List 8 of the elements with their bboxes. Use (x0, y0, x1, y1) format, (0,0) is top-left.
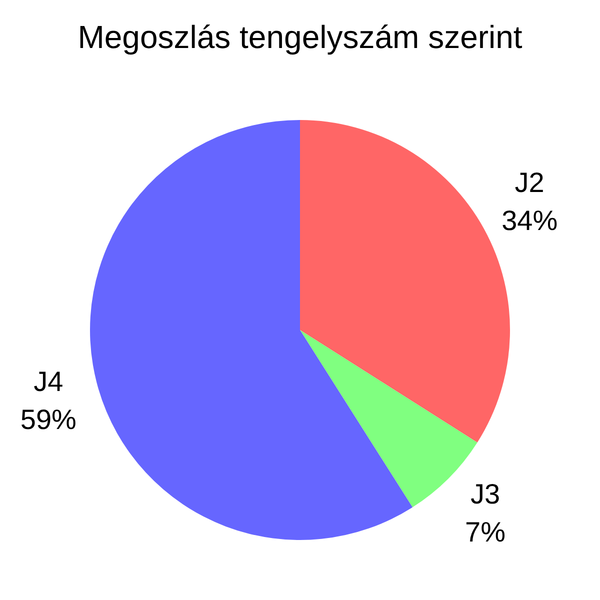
data-label: 34% (502, 204, 558, 236)
data-label: 7% (465, 516, 506, 548)
slice-label: J2 (514, 166, 544, 198)
data-label: 59% (20, 404, 76, 436)
pie-slice (90, 120, 413, 540)
slice-label: J3 (470, 478, 500, 510)
slice-label: J4 (34, 366, 64, 398)
chart-title: Megoszlás tengelyszám szerint (78, 19, 522, 55)
